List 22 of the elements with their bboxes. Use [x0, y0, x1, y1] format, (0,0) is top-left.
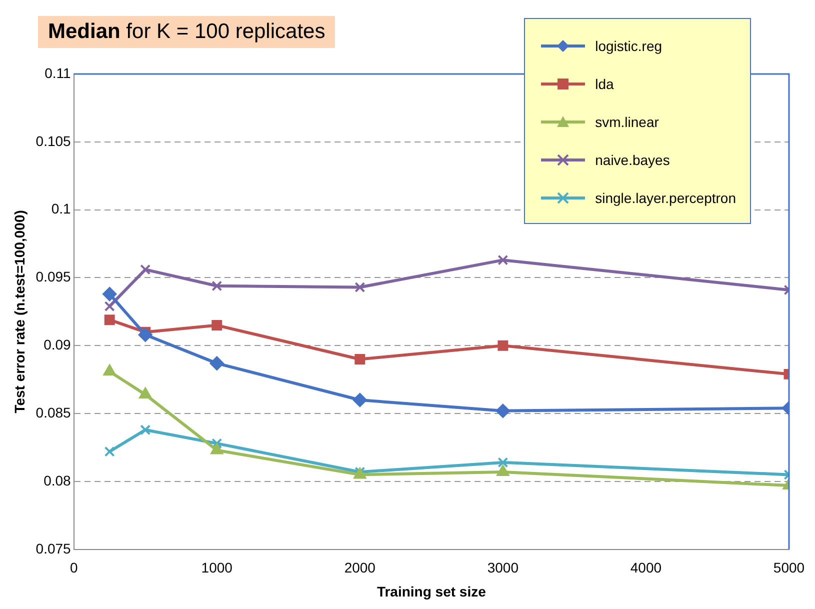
legend-label: svm.linear: [595, 114, 659, 130]
x-tick-label: 1000: [201, 560, 233, 576]
chart-title: Median for K = 100 replicates: [38, 16, 336, 48]
x-axis-title: Training set size: [376, 583, 486, 600]
y-tick-label: 0.085: [36, 404, 72, 420]
legend-label: naive.bayes: [595, 152, 670, 168]
legend-label: single.layer.perceptron: [595, 190, 736, 206]
y-tick-label: 0.075: [36, 540, 72, 556]
x-tick-label: 5000: [773, 560, 805, 576]
x-tick-label: 0: [70, 560, 78, 576]
x-tick-label: 3000: [487, 560, 519, 576]
y-tick-label: 0.11: [44, 64, 72, 81]
x-tick-label: 2000: [344, 560, 376, 576]
legend-label: lda: [595, 76, 614, 92]
y-tick-label: 0.095: [36, 268, 72, 285]
y-tick-label: 0.1: [51, 200, 72, 217]
y-axis-title: Test error rate (n.test=100,000): [11, 210, 28, 414]
x-tick-label: 4000: [630, 560, 662, 576]
y-tick-label: 0.105: [36, 132, 72, 149]
y-tick-label: 0.08: [44, 472, 72, 488]
y-tick-label: 0.09: [44, 336, 72, 353]
legend-label: logistic.reg: [595, 38, 662, 54]
